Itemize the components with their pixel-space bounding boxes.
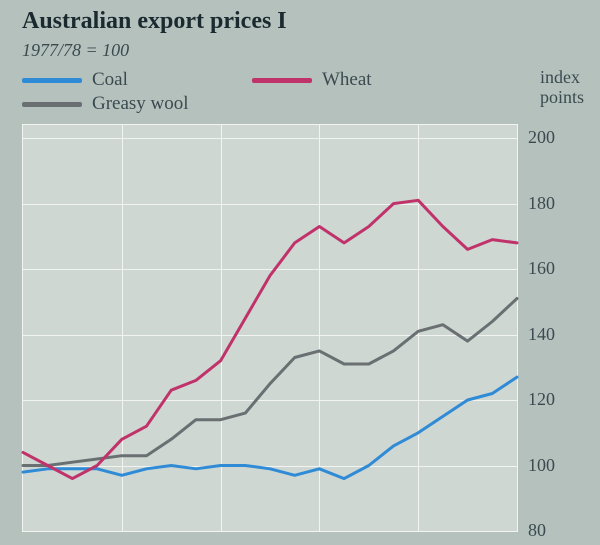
y-tick-label: 180	[528, 193, 578, 214]
y-tick-label: 160	[528, 258, 578, 279]
legend-label: Wheat	[322, 69, 372, 91]
legend: CoalGreasy wool Wheat	[22, 68, 502, 118]
chart-title: Australian export prices I	[22, 8, 287, 35]
chart-subtitle: 1977/78 = 100	[22, 40, 129, 61]
legend-label: Greasy wool	[92, 93, 189, 115]
legend-swatch	[22, 102, 82, 107]
legend-item: Wheat	[252, 68, 372, 92]
plot-area	[22, 124, 518, 532]
legend-swatch	[252, 78, 312, 83]
series-line	[23, 200, 517, 478]
legend-swatch	[22, 78, 82, 83]
legend-item: Greasy wool	[22, 92, 189, 116]
legend-item: Coal	[22, 68, 128, 92]
series-line	[23, 299, 517, 466]
y-axis-title-line2: points	[540, 88, 584, 108]
y-tick-label: 100	[528, 455, 578, 476]
y-axis-title: index points	[540, 68, 584, 108]
y-axis-title-line1: index	[540, 68, 584, 88]
series-layer	[23, 125, 517, 531]
y-tick-label: 120	[528, 389, 578, 410]
legend-label: Coal	[92, 69, 128, 91]
y-tick-label: 200	[528, 127, 578, 148]
y-tick-label: 140	[528, 324, 578, 345]
gridline-h	[23, 531, 517, 532]
y-tick-label: 80	[528, 520, 578, 541]
